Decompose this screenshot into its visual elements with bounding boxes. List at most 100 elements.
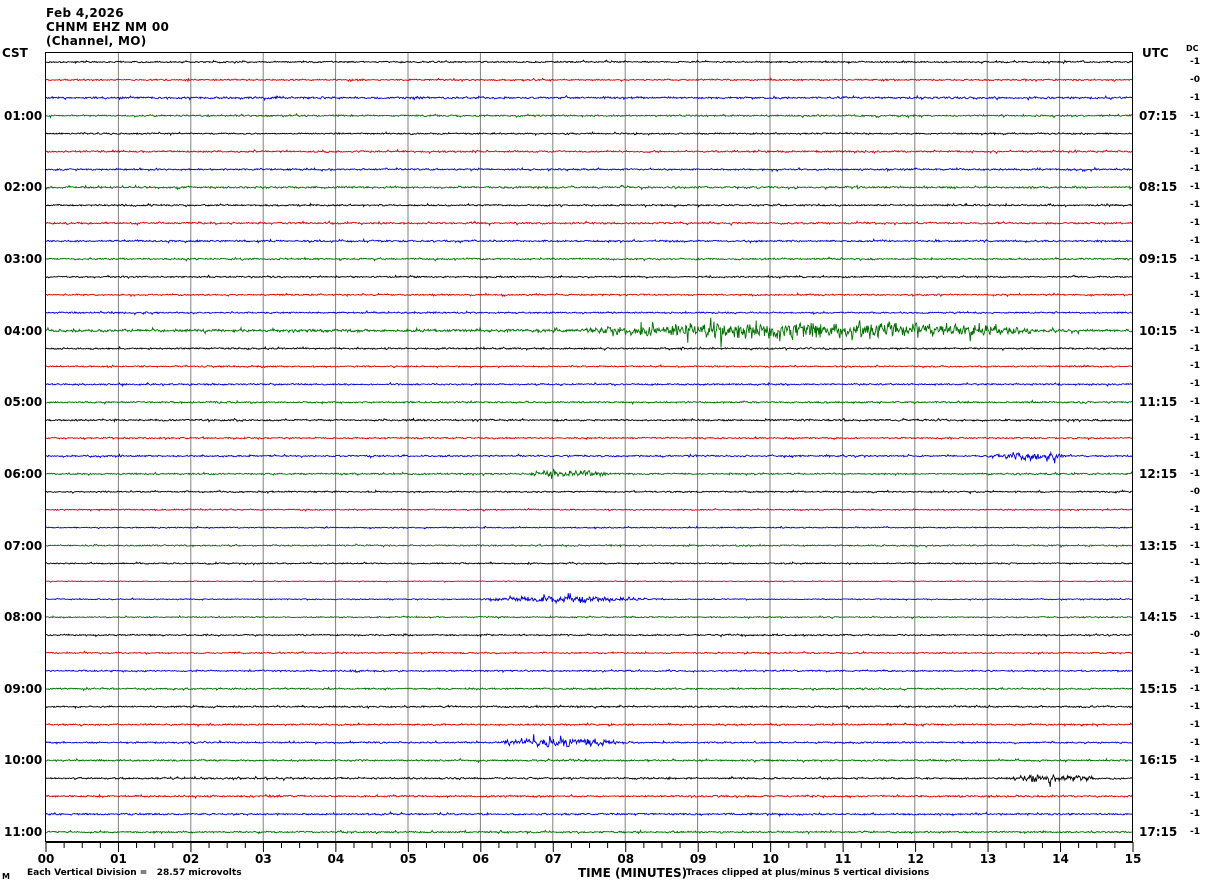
x-tick-label: 15 — [1124, 852, 1142, 866]
x-tick-label: 09 — [689, 852, 707, 866]
utc-time-label: 12:15 — [1139, 466, 1178, 481]
trace-line — [46, 237, 1132, 244]
dc-offset-value: -1 — [1190, 379, 1200, 390]
dc-offset-value: -1 — [1190, 612, 1200, 623]
dc-offset-value: -1 — [1190, 737, 1200, 748]
dc-offset-value: -1 — [1190, 773, 1200, 784]
trace-line — [46, 793, 1132, 800]
utc-time-label: 16:15 — [1139, 753, 1178, 768]
dc-offset-value: -1 — [1190, 325, 1200, 336]
cst-time-label: 11:00 — [4, 825, 43, 840]
trace-line — [46, 202, 1132, 209]
utc-time-label: 11:15 — [1139, 395, 1178, 410]
utc-time-label: 10:15 — [1139, 323, 1178, 338]
trace-line — [46, 131, 1132, 137]
dc-offset-value: -1 — [1190, 791, 1200, 802]
x-tick-label: 11 — [834, 852, 852, 866]
dc-offset-value: -1 — [1190, 683, 1200, 694]
x-tick-label: 00 — [37, 852, 55, 866]
trace-line — [46, 722, 1132, 728]
dc-offset-value: -1 — [1190, 468, 1200, 479]
x-tick-label: 10 — [762, 852, 780, 866]
trace-line — [46, 166, 1132, 173]
trace-line — [46, 579, 1132, 583]
trace-line — [46, 112, 1132, 119]
dc-offset-value: -1 — [1190, 307, 1200, 318]
cst-time-label: 06:00 — [4, 466, 43, 481]
trace-line — [46, 614, 1132, 620]
trace-line — [46, 435, 1132, 441]
trace-line — [46, 59, 1132, 65]
dc-offset-value: -1 — [1190, 665, 1200, 676]
cst-time-label: 05:00 — [4, 395, 43, 410]
cst-time-label: 03:00 — [4, 251, 43, 266]
dc-offset-value: -1 — [1190, 755, 1200, 766]
dc-offset-value: -1 — [1190, 343, 1200, 354]
trace-line — [46, 291, 1132, 298]
dc-offset-value: -1 — [1190, 504, 1200, 515]
dc-offset-value: -1 — [1190, 253, 1200, 264]
trace-line — [46, 345, 1132, 352]
dc-offset-value: -1 — [1190, 576, 1200, 587]
trace-line — [46, 256, 1132, 262]
cst-time-label: 07:00 — [4, 538, 43, 553]
trace-line — [46, 309, 1132, 316]
dc-offset-value: -1 — [1190, 110, 1200, 121]
plot-gridlines — [117, 53, 1061, 841]
trace-line — [46, 650, 1132, 656]
trace-line — [46, 829, 1132, 835]
x-tick-label: 02 — [182, 852, 200, 866]
x-tick-label: 06 — [472, 852, 490, 866]
dc-offset-value: -1 — [1190, 558, 1200, 569]
trace-line — [46, 686, 1132, 692]
axis-label-utc: UTC — [1142, 46, 1169, 60]
clip-note: Traces clipped at plus/minus 5 vertical … — [686, 868, 930, 878]
trace-line — [46, 450, 1132, 464]
axis-label-dc: DC — [1186, 44, 1199, 53]
dc-offset-value: -1 — [1190, 56, 1200, 67]
utc-time-label: 13:15 — [1139, 538, 1178, 553]
dc-offset-value: -1 — [1190, 200, 1200, 211]
dc-offset-value: -1 — [1190, 164, 1200, 175]
cst-time-label: 04:00 — [4, 323, 43, 338]
trace-line — [46, 94, 1132, 102]
x-tick-label: 05 — [399, 852, 417, 866]
header-network: (Channel, MO) — [46, 34, 147, 48]
trace-line — [46, 525, 1132, 530]
dc-offset-value: -1 — [1190, 92, 1200, 103]
dc-offset-value: -1 — [1190, 701, 1200, 712]
header-date: Feb 4,2026 — [46, 6, 124, 20]
x-tick-label: 04 — [327, 852, 345, 866]
dc-offset-value: -1 — [1190, 128, 1200, 139]
x-tick-label: 08 — [617, 852, 635, 866]
x-tick-label: 07 — [544, 852, 562, 866]
cst-time-label: 02:00 — [4, 180, 43, 195]
trace-line — [46, 184, 1132, 191]
trace-line — [46, 468, 1132, 479]
dc-offset-value: -1 — [1190, 271, 1200, 282]
trace-line — [46, 417, 1132, 423]
cst-time-label: 08:00 — [4, 610, 43, 625]
corner-marker-glyph: M — [2, 872, 10, 881]
cst-time-label: 09:00 — [4, 681, 43, 696]
trace-line — [46, 317, 1132, 348]
dc-offset-value: -1 — [1190, 433, 1200, 444]
axis-label-cst: CST — [2, 46, 28, 60]
trace-line — [46, 593, 1132, 605]
seismogram-plot-area[interactable] — [45, 52, 1133, 842]
dc-offset-value: -0 — [1190, 630, 1200, 641]
x-axis-ticks — [45, 842, 1134, 852]
dc-offset-value: -0 — [1190, 74, 1200, 85]
cst-time-label: 10:00 — [4, 753, 43, 768]
trace-line — [46, 274, 1132, 280]
dc-offset-value: -1 — [1190, 146, 1200, 157]
trace-line — [46, 77, 1132, 83]
seismogram-traces — [46, 53, 1132, 841]
x-tick-label: 14 — [1052, 852, 1069, 866]
dc-offset-value: -1 — [1190, 594, 1200, 605]
trace-line — [46, 507, 1132, 512]
x-tick-label: 12 — [907, 852, 924, 866]
utc-time-label: 17:15 — [1139, 825, 1178, 840]
dc-offset-value: -1 — [1190, 827, 1200, 838]
